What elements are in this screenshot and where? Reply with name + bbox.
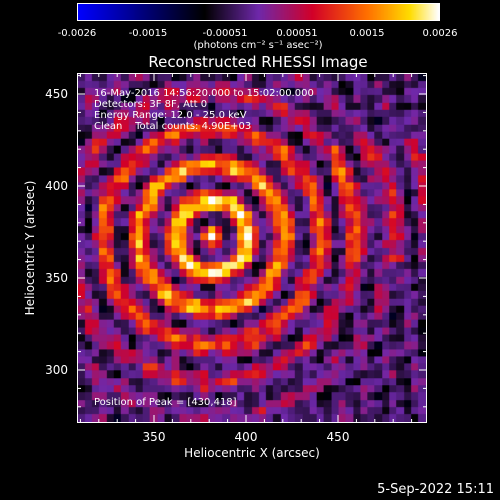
energy-range-text: Energy Range: 12.0 - 25.0 keV [94, 110, 247, 121]
y-tick-label: 350 [45, 271, 68, 285]
colorbar-units-label: (photons cm⁻² s⁻¹ asec⁻²) [193, 40, 323, 51]
clean-counts-text: Clean Total counts: 4.90E+03 [94, 121, 252, 132]
date-stamp: 5-Sep-2022 15:11 [377, 482, 494, 497]
colorbar-tick-label: 0.0026 [422, 28, 458, 39]
colorbar-tick-label: -0.0015 [128, 28, 168, 39]
x-tick-label: 450 [326, 430, 350, 444]
peak-position-text: Position of Peak = [430,418] [94, 397, 237, 408]
y-tick-label: 300 [45, 363, 68, 377]
colorbar-tick-label: 0.0015 [349, 28, 385, 39]
colorbar-tick-label: -0.0026 [57, 28, 97, 39]
y-tick-label: 400 [45, 179, 68, 193]
y-tick-label: 450 [45, 87, 68, 101]
reconstructed-image-map [78, 74, 426, 422]
colorbar-tick-label: 0.00051 [276, 28, 318, 39]
image-title: Reconstructed RHESSI Image [148, 53, 368, 71]
x-tick-label: 400 [234, 430, 258, 444]
y-axis-title: Heliocentric Y (arcsec) [23, 180, 37, 316]
rhessi-image-plot: 16-May-2016 14:56:20.000 to 15:02:00.000… [77, 73, 427, 423]
colorbar [77, 3, 440, 21]
time-range-text: 16-May-2016 14:56:20.000 to 15:02:00.000 [94, 88, 314, 99]
x-axis-title: Heliocentric X (arcsec) [184, 446, 320, 460]
colorbar-tick-label: -0.00051 [202, 28, 248, 39]
colorbar-gradient [78, 4, 439, 20]
x-tick-label: 350 [142, 430, 166, 444]
detectors-text: Detectors: 3F 8F, Att 0 [94, 99, 208, 110]
